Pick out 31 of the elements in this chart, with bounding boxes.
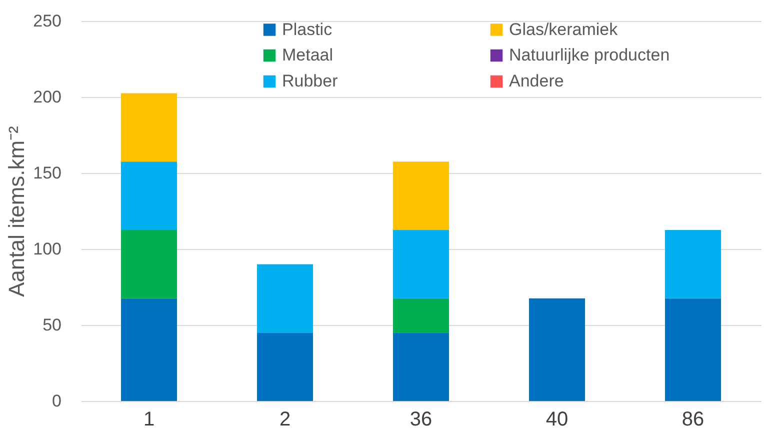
bar xyxy=(393,332,449,401)
x-tick-label: 1 xyxy=(143,408,155,430)
y-tick-label: 150 xyxy=(33,164,62,182)
bar xyxy=(665,230,721,298)
bar xyxy=(121,230,177,298)
y-tick-label: 250 xyxy=(33,12,62,30)
y-axis-title: Aantal items.km⁻² xyxy=(4,126,30,297)
x-tick-label: 2 xyxy=(279,408,291,430)
bar xyxy=(121,162,177,230)
bar xyxy=(393,298,449,333)
legend-label: Rubber xyxy=(282,72,338,90)
bar xyxy=(257,332,313,401)
bar xyxy=(665,298,721,401)
bar xyxy=(121,298,177,401)
bar xyxy=(529,298,585,401)
legend-label: Glas/keramiek xyxy=(509,20,618,39)
legend-label: Natuurlijke producten xyxy=(509,46,670,64)
bar xyxy=(393,162,449,230)
legend-label: Andere xyxy=(509,72,564,90)
legend-label: Metaal xyxy=(282,46,334,64)
bar xyxy=(257,264,313,333)
y-tick-label: 0 xyxy=(52,392,62,410)
x-tick-label: 40 xyxy=(546,408,568,430)
y-tick-label: 200 xyxy=(33,88,62,106)
bar xyxy=(121,93,177,162)
x-tick-label: 36 xyxy=(410,408,432,430)
legend-label: Plastic xyxy=(282,20,333,39)
y-tick-label: 50 xyxy=(42,316,62,334)
x-tick-label: 86 xyxy=(682,408,704,430)
y-tick-label: 100 xyxy=(33,240,62,258)
bar xyxy=(393,230,449,298)
